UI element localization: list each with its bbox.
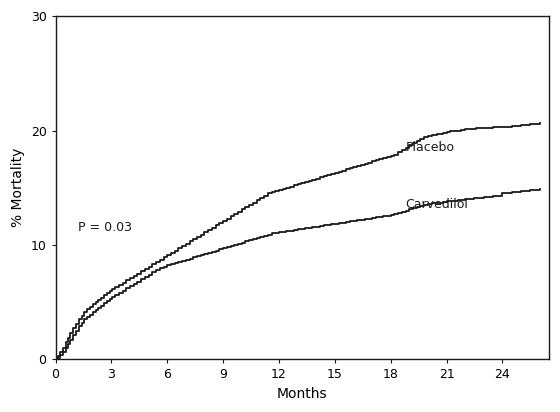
Y-axis label: % Mortality: % Mortality	[11, 148, 25, 227]
Text: Placebo: Placebo	[405, 141, 455, 154]
Text: Carvedilol: Carvedilol	[405, 198, 468, 211]
Text: P = 0.03: P = 0.03	[78, 221, 132, 234]
X-axis label: Months: Months	[277, 387, 328, 401]
